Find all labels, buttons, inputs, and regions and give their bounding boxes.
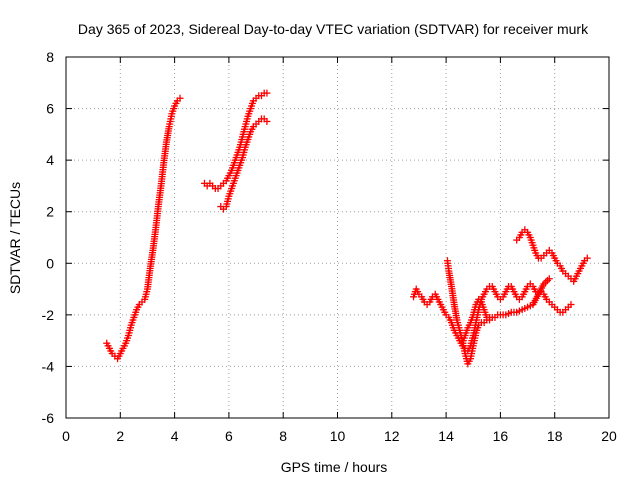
x-tick-label: 16 [493, 428, 509, 444]
grid-lines [66, 57, 609, 418]
data-point [263, 117, 271, 125]
x-tick-label: 0 [62, 428, 70, 444]
x-tick-label: 6 [225, 428, 233, 444]
data-point [583, 254, 591, 262]
x-tick-label: 10 [330, 428, 346, 444]
series-0 [103, 94, 184, 363]
y-tick-label: 4 [46, 152, 54, 168]
x-axis-label: GPS time / hours [281, 459, 388, 475]
data-point [567, 301, 575, 309]
x-tick-label: 4 [171, 428, 179, 444]
y-tick-label: -6 [42, 410, 55, 426]
data-point [486, 316, 494, 324]
y-tick-label: 0 [46, 255, 54, 271]
y-tick-label: 2 [46, 204, 54, 220]
x-tick-label: 14 [438, 428, 454, 444]
data-point [545, 275, 553, 283]
x-tick-label: 20 [601, 428, 617, 444]
axes [65, 56, 610, 419]
data-point [263, 89, 271, 97]
series-5 [458, 295, 494, 347]
series-2 [217, 115, 271, 213]
x-tick-label: 18 [547, 428, 563, 444]
x-tick-label: 2 [116, 428, 124, 444]
tick-labels: 0 2 4 6 8 10 12 14 16 18 20 -6 -4 -2 0 2 4 6 8 [42, 49, 617, 444]
y-tick-label: 6 [46, 101, 54, 117]
series-1 [200, 89, 271, 193]
series-4 [443, 257, 553, 368]
y-axis-label: SDTVAR / TECUs [7, 182, 23, 294]
data-points [103, 89, 591, 368]
y-tick-label: 8 [46, 49, 54, 65]
x-tick-label: 12 [384, 428, 400, 444]
y-tick-label: -2 [42, 307, 55, 323]
y-tick-label: -4 [42, 358, 55, 374]
chart-title: Day 365 of 2023, Sidereal Day-to-day VTE… [78, 21, 589, 37]
x-tick-label: 8 [279, 428, 287, 444]
series-6 [513, 226, 591, 285]
data-point [176, 94, 184, 102]
